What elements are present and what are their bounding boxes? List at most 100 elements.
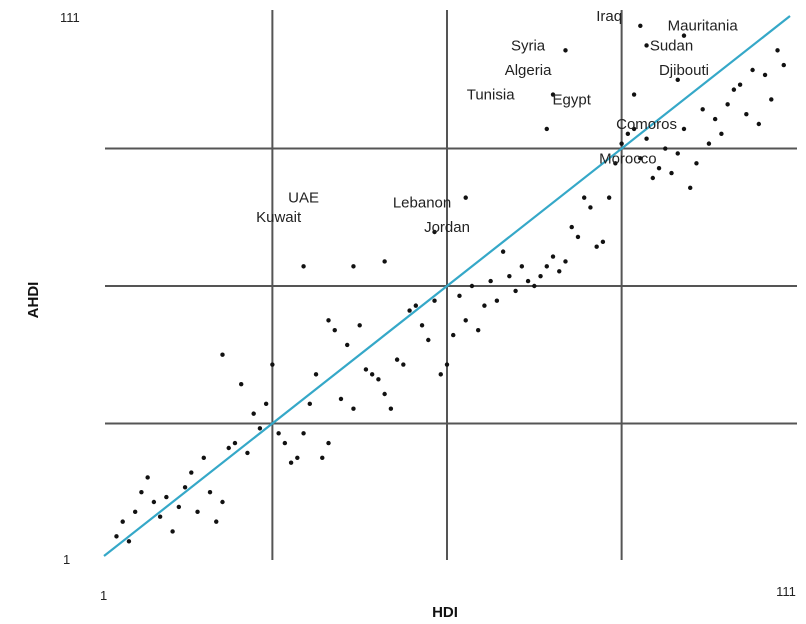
data-point: [226, 445, 231, 451]
data-point: [750, 67, 755, 73]
data-point: [438, 372, 443, 377]
data-point: [139, 489, 144, 495]
country-label: Kuwait: [256, 209, 302, 226]
data-point: [363, 367, 369, 372]
data-point: [731, 87, 737, 92]
data-point: [525, 278, 531, 284]
data-point: [245, 450, 250, 456]
data-point: [532, 283, 537, 289]
data-point: [182, 485, 188, 490]
data-point: [663, 146, 668, 151]
data-point: [451, 332, 456, 338]
data-point: [195, 509, 200, 515]
data-point: [444, 362, 450, 367]
data-point: [681, 33, 687, 38]
data-point: [606, 195, 612, 200]
data-point: [345, 342, 350, 348]
data-point: [338, 396, 344, 402]
data-point: [201, 455, 206, 461]
data-point: [644, 136, 649, 141]
country-label: Sudan: [650, 37, 693, 54]
data-point: [432, 229, 437, 235]
data-point: [376, 377, 381, 382]
data-point: [189, 470, 194, 475]
data-point: [369, 372, 375, 377]
data-point: [675, 151, 680, 156]
data-point: [631, 126, 637, 132]
data-point: [388, 406, 394, 411]
data-point: [214, 519, 219, 524]
data-point: [688, 185, 693, 191]
data-point: [151, 499, 157, 505]
data-point: [313, 372, 319, 377]
data-point: [588, 205, 593, 210]
y-tick-label-min: 1: [63, 552, 70, 567]
data-point: [301, 431, 306, 436]
data-point: [307, 401, 312, 407]
data-point: [288, 460, 294, 465]
data-point: [176, 504, 182, 510]
country-label: Egypt: [553, 91, 592, 108]
data-point: [463, 195, 468, 200]
data-point: [669, 170, 674, 176]
data-point: [625, 131, 631, 137]
data-point: [656, 165, 662, 171]
data-point: [644, 43, 649, 48]
data-point: [164, 494, 169, 500]
data-point: [557, 269, 562, 274]
data-point: [650, 175, 655, 181]
data-point: [544, 126, 549, 132]
data-point: [463, 318, 468, 323]
country-label: Comoros: [616, 116, 677, 133]
data-point: [457, 293, 462, 299]
data-point: [295, 455, 300, 461]
x-tick-label-max: 111: [776, 584, 796, 599]
data-point: [320, 455, 325, 461]
data-point: [594, 244, 599, 249]
country-label: Morocco: [599, 150, 657, 167]
data-point: [382, 391, 387, 397]
data-point: [332, 327, 337, 333]
x-tick-label-min: 1: [100, 588, 107, 603]
data-point: [276, 431, 281, 436]
data-point: [132, 509, 138, 515]
country-label: Jordan: [424, 219, 470, 236]
diagonal-line-group: [103, 15, 791, 557]
data-point: [712, 116, 718, 122]
data-point: [232, 440, 238, 446]
data-point: [563, 48, 568, 53]
data-point: [675, 77, 680, 83]
country-label: UAE: [288, 190, 319, 207]
data-point: [619, 141, 624, 146]
y-axis-title: AHDI: [25, 282, 42, 319]
country-label: Algeria: [505, 62, 552, 79]
data-point: [569, 224, 574, 230]
diagonal-line: [103, 15, 791, 557]
data-point: [550, 92, 556, 97]
country-labels: Iraq Mauritania Sudan Syria Algeria Djibouti T…: [256, 8, 738, 236]
data-point: [762, 72, 768, 78]
country-label: Mauritania: [668, 18, 739, 35]
data-point: [401, 362, 406, 367]
country-label: Djibouti: [659, 62, 709, 79]
data-point: [513, 288, 518, 294]
data-point: [700, 107, 705, 112]
data-point: [550, 254, 556, 259]
data-point: [694, 161, 699, 166]
data-point: [769, 97, 774, 102]
data-point: [681, 126, 687, 132]
data-point: [475, 327, 481, 333]
data-point: [426, 337, 431, 343]
grid-lines: [105, 10, 797, 560]
data-point: [488, 278, 493, 284]
data-point: [120, 519, 125, 524]
data-point: [126, 539, 132, 544]
data-point: [775, 48, 780, 53]
y-tick-label-max: 111: [60, 10, 80, 25]
data-point: [301, 264, 306, 269]
data-point: [432, 298, 437, 303]
data-point: [563, 259, 568, 264]
data-point: [719, 131, 724, 137]
data-point: [114, 534, 119, 539]
